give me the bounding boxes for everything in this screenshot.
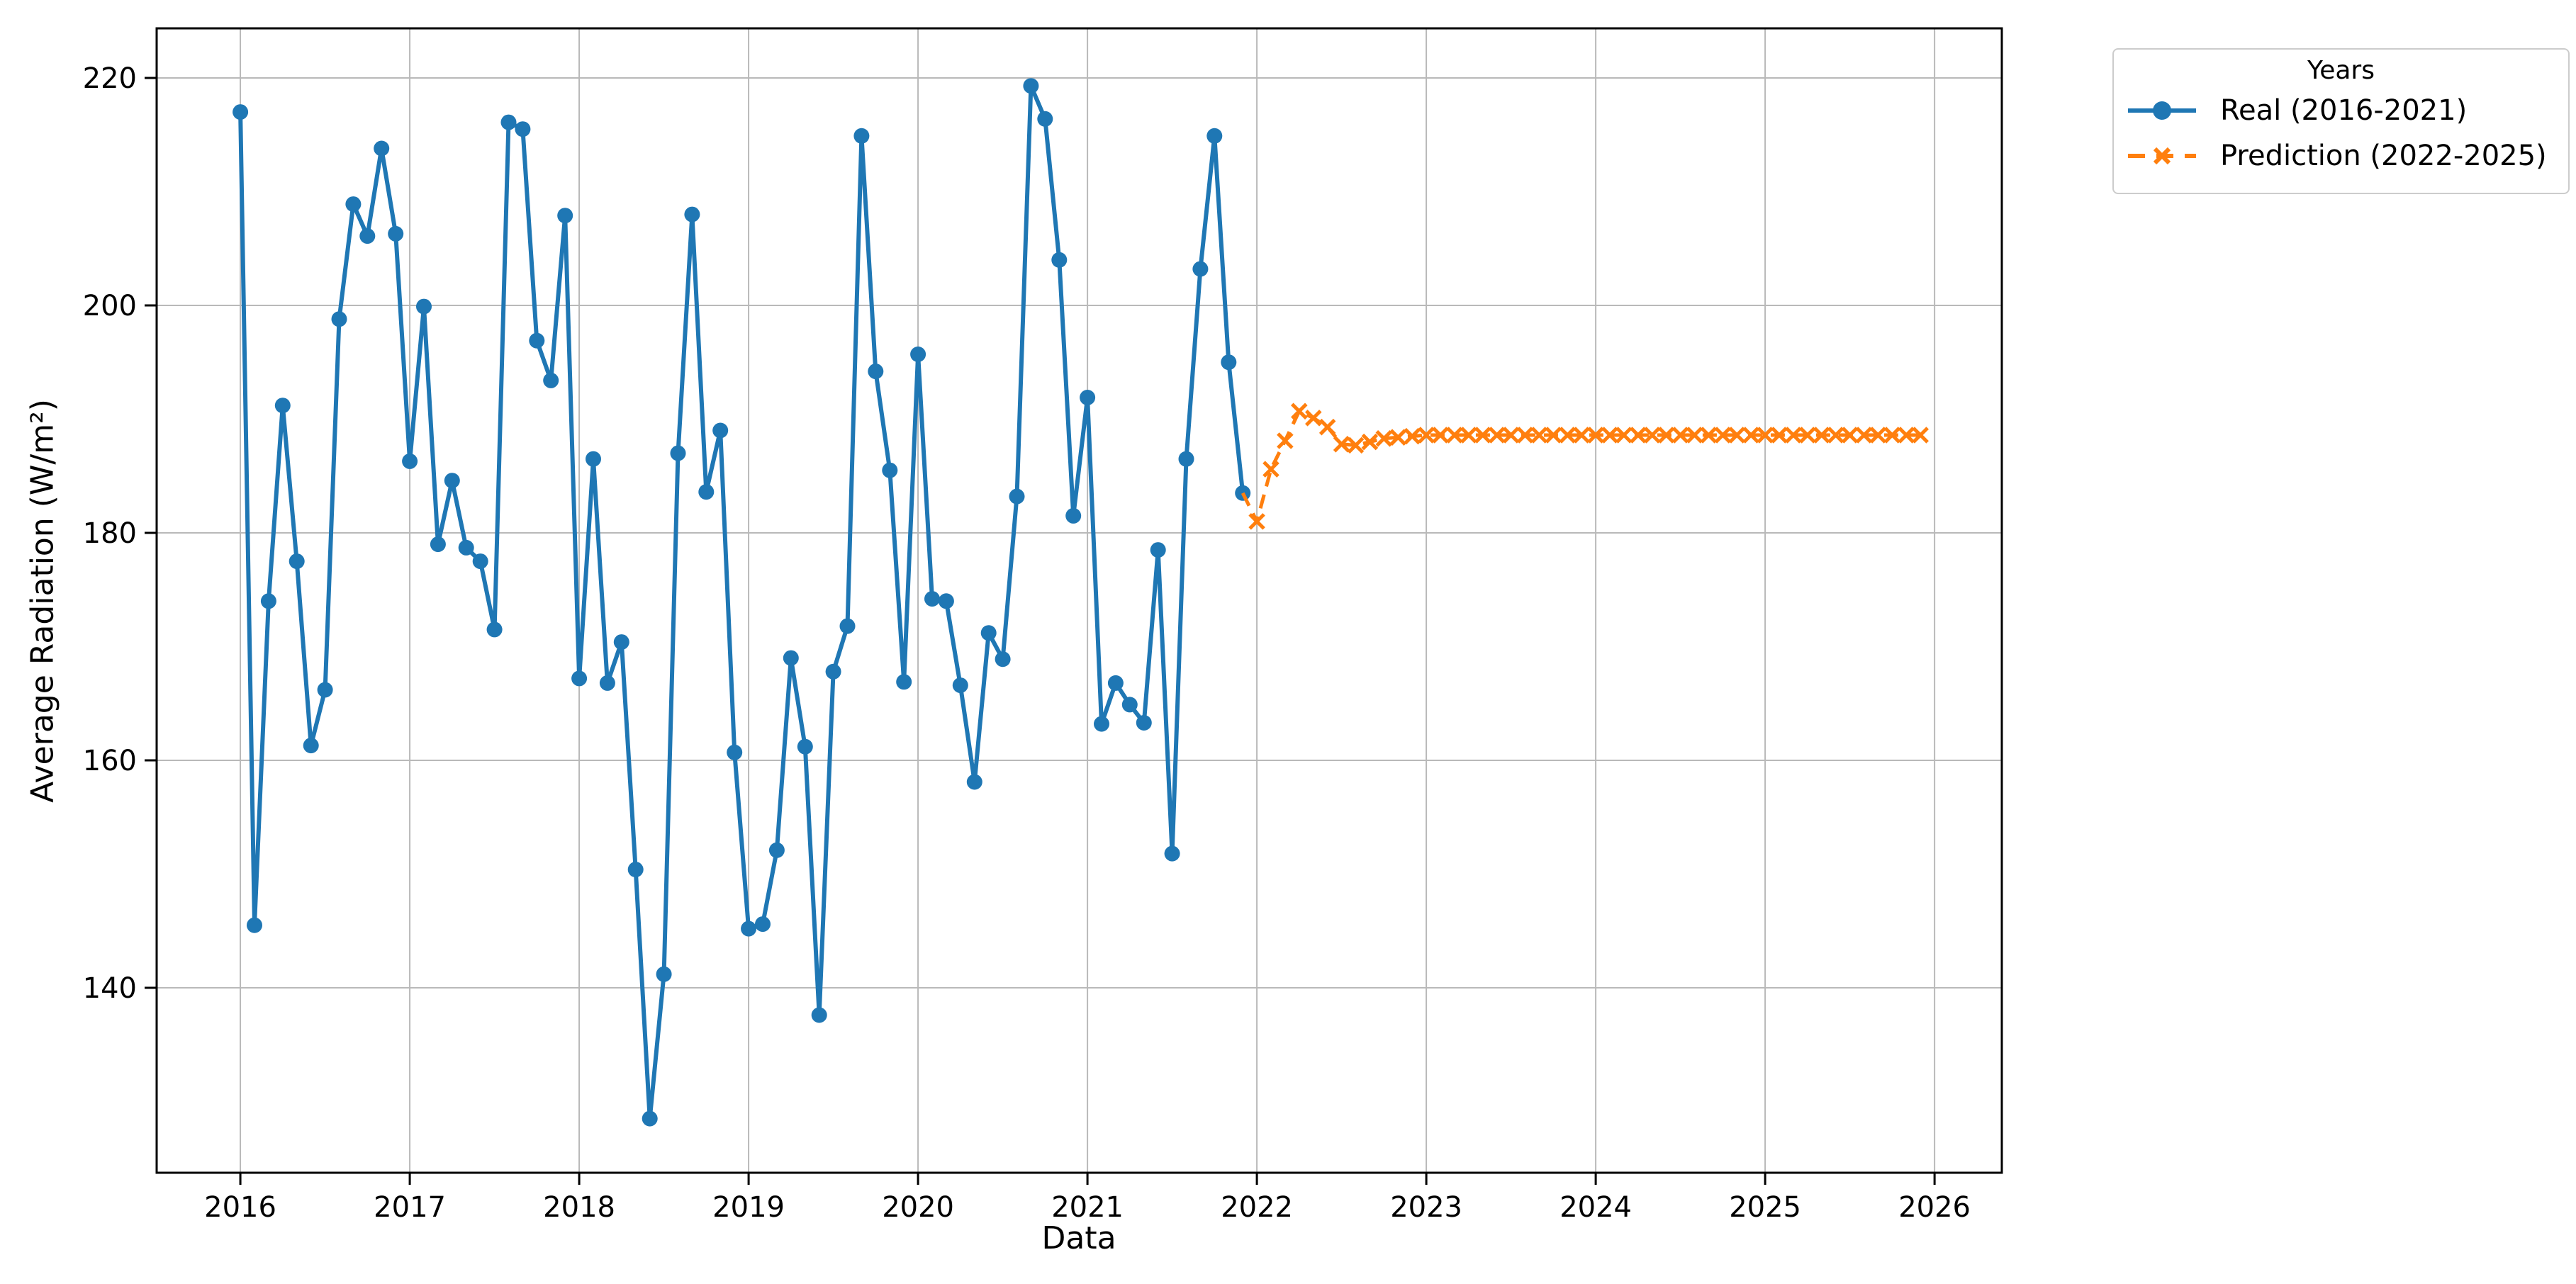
x-tick-label: 2024 [1559,1191,1632,1224]
x-tick-label: 2025 [1729,1191,1801,1224]
series-prediction [1241,402,1929,530]
x-tick-label: 2021 [1051,1191,1124,1224]
y-axis-label: Average Radiation (W/m²) [24,399,61,803]
plot-spines [155,27,2003,1174]
legend-entry-real: Real (2016-2021) [2125,88,2557,133]
y-axis: 140 160 180 200 220 [83,62,157,1005]
series-real [233,78,1251,1127]
x-tick-label: 2017 [374,1191,446,1224]
legend-title: Years [2307,56,2375,85]
legend: Years Real (2016-2021) Prediction (2022-… [2112,48,2570,194]
legend-entry-prediction: Prediction (2022-2025) [2125,133,2557,179]
legend-label-prediction: Prediction (2022-2025) [2220,140,2547,172]
x-tick-label: 2018 [543,1191,615,1224]
x-tick-label: 2019 [712,1191,785,1224]
y-tick-label: 160 [83,745,137,777]
y-tick-label: 180 [83,517,137,550]
x-tick-label: 2016 [204,1191,276,1224]
legend-label-real: Real (2016-2021) [2220,94,2468,127]
x-axis: 2016 2017 2018 2019 2020 2021 2022 2023 2024 2025… [204,1173,1971,1224]
x-tick-label: 2026 [1898,1191,1971,1224]
x-tick-label: 2022 [1221,1191,1293,1224]
gridlines [157,28,2002,1173]
y-tick-label: 140 [83,972,137,1005]
solid-line-circle-marker-icon [2128,101,2196,120]
y-tick-label: 220 [83,62,137,95]
dashed-line-x-marker-icon [2128,147,2196,165]
y-tick-label: 200 [83,290,137,322]
x-tick-label: 2020 [882,1191,954,1224]
x-axis-label: Data [1041,1220,1116,1256]
x-tick-label: 2023 [1390,1191,1462,1224]
